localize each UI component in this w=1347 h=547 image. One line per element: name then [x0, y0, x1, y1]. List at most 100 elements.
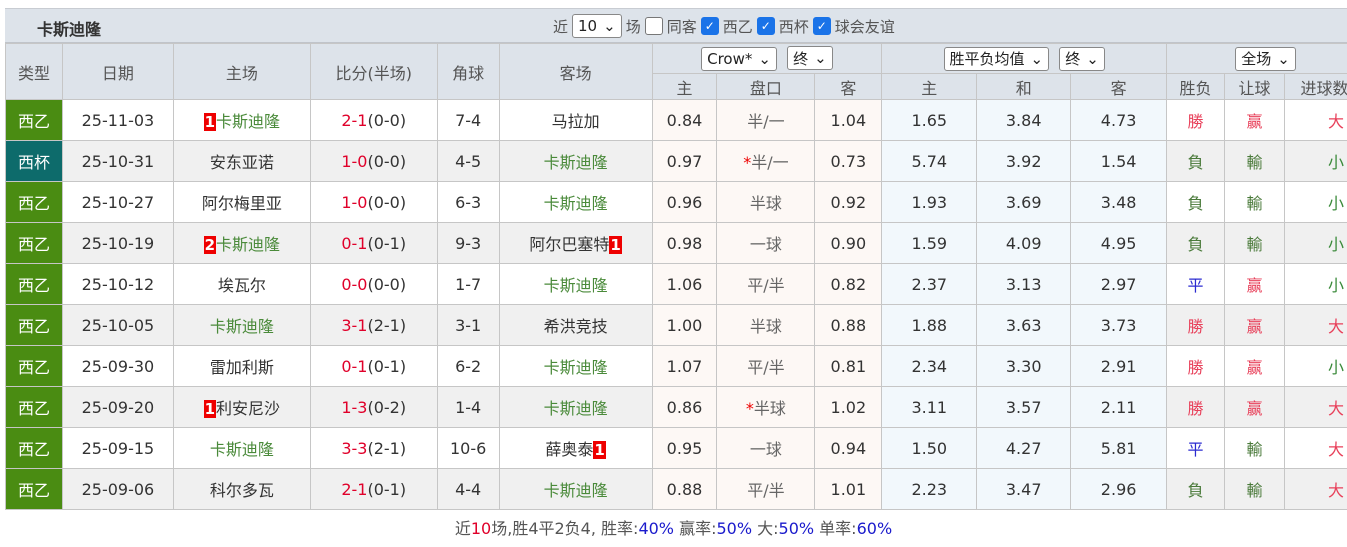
eu-home-odds: 1.65 [881, 99, 978, 141]
home-team-name[interactable]: 卡斯迪隆 [216, 235, 281, 254]
goals-result: 大 [1283, 386, 1347, 428]
filter-checkbox-friendly[interactable]: ✓ [812, 17, 831, 35]
match-type[interactable]: 西乙 [5, 304, 63, 346]
ah-away-odds: 0.81 [814, 345, 883, 387]
score[interactable]: 2-1(0-0) [309, 99, 438, 141]
away-team[interactable]: 卡斯迪隆 [498, 345, 653, 387]
handicap-result: 赢 [1224, 345, 1285, 387]
ah-away-odds: 1.01 [814, 468, 883, 510]
match-type[interactable]: 西乙 [5, 181, 63, 223]
away-team[interactable]: 希洪竞技 [498, 304, 653, 346]
table-row[interactable]: 西乙 25-10-12 埃瓦尔 0-0(0-0) 1-7 卡斯迪隆 1.06 平/半 0.82 2… [5, 263, 1347, 305]
home-team-name[interactable]: 利安尼沙 [216, 399, 281, 418]
match-type[interactable]: 西乙 [5, 263, 63, 305]
home-team[interactable]: 雷加利斯 [172, 345, 311, 387]
away-team-name[interactable]: 卡斯迪隆 [543, 194, 608, 213]
away-team-name[interactable]: 希洪竞技 [543, 317, 608, 336]
eu-home-odds: 1.59 [881, 222, 978, 264]
match-type[interactable]: 西乙 [5, 386, 63, 428]
away-team-name[interactable]: 卡斯迪隆 [543, 399, 608, 418]
score[interactable]: 3-3(2-1) [309, 427, 438, 469]
home-team-name[interactable]: 卡斯迪隆 [216, 112, 281, 131]
home-team[interactable]: 2卡斯迪隆 [172, 222, 311, 264]
score[interactable]: 3-1(2-1) [309, 304, 438, 346]
filter-checkbox-xibei[interactable]: ✓ [756, 17, 775, 35]
match-type[interactable]: 西乙 [5, 222, 63, 264]
eu-home-odds: 2.23 [881, 468, 978, 510]
score[interactable]: 1-0(0-0) [309, 181, 438, 223]
match-type[interactable]: 西乙 [5, 427, 63, 469]
score[interactable]: 0-1(0-1) [309, 345, 438, 387]
ah-home-odds: 0.95 [651, 427, 718, 469]
ah-away-odds: 1.02 [814, 386, 883, 428]
result-header: 全场 ⌄ [1166, 43, 1347, 74]
home-team[interactable]: 卡斯迪隆 [172, 304, 311, 346]
home-team-name[interactable]: 阿尔梅里亚 [201, 194, 282, 213]
table-row[interactable]: 西乙 25-09-15 卡斯迪隆 3-3(2-1) 10-6 薛奥泰1 0.95 一球 0.94… [5, 427, 1347, 469]
recent-count-select[interactable]: 10 ⌄ [572, 14, 622, 38]
match-type[interactable]: 西乙 [5, 468, 63, 510]
home-team[interactable]: 安东亚诺 [172, 140, 311, 182]
eu-time-select[interactable]: 终 ⌄ [1059, 46, 1105, 71]
table-row[interactable]: 西乙 25-09-30 雷加利斯 0-1(0-1) 6-2 卡斯迪隆 1.07 平/半 0.81… [5, 345, 1347, 387]
chevron-down-icon: ⌄ [603, 17, 616, 35]
home-team-name[interactable]: 埃瓦尔 [217, 276, 266, 295]
match-type[interactable]: 西杯 [5, 140, 63, 182]
handicap-result: 赢 [1224, 263, 1285, 305]
away-team-name[interactable]: 卡斯迪隆 [543, 276, 608, 295]
star-icon: * [745, 399, 754, 418]
away-team[interactable]: 卡斯迪隆 [498, 140, 653, 182]
home-team[interactable]: 1利安尼沙 [172, 386, 311, 428]
odds-time-select[interactable]: 终 ⌄ [787, 46, 833, 71]
score[interactable]: 0-1(0-1) [309, 222, 438, 264]
eu-home-odds: 1.50 [881, 427, 978, 469]
match-type[interactable]: 西乙 [5, 99, 63, 141]
away-team[interactable]: 卡斯迪隆 [498, 263, 653, 305]
table-row[interactable]: 西乙 25-11-03 1卡斯迪隆 2-1(0-0) 7-4 马拉加 0.84 半/一 1.04… [5, 99, 1347, 141]
home-team-name[interactable]: 雷加利斯 [209, 358, 274, 377]
full-time-score: 2-1 [341, 479, 368, 499]
table-row[interactable]: 西乙 25-09-06 科尔多瓦 2-1(0-1) 4-4 卡斯迪隆 0.88 平/半 1.01… [5, 468, 1347, 510]
away-team[interactable]: 马拉加 [498, 99, 653, 141]
away-team[interactable]: 阿尔巴塞特1 [498, 222, 653, 264]
home-team-name[interactable]: 卡斯迪隆 [209, 317, 274, 336]
score[interactable]: 1-3(0-2) [309, 386, 438, 428]
away-team-name[interactable]: 卡斯迪隆 [543, 481, 608, 500]
summary-text: 赢率: [674, 519, 717, 538]
match-type[interactable]: 西乙 [5, 345, 63, 387]
score[interactable]: 1-0(0-0) [309, 140, 438, 182]
away-team-name[interactable]: 卡斯迪隆 [543, 153, 608, 172]
away-team-name[interactable]: 阿尔巴塞特 [529, 235, 610, 254]
away-team[interactable]: 卡斯迪隆 [498, 468, 653, 510]
away-team-name[interactable]: 马拉加 [551, 112, 600, 131]
table-row[interactable]: 西乙 25-10-19 2卡斯迪隆 0-1(0-1) 9-3 阿尔巴塞特1 0.98 一球 0.… [5, 222, 1347, 264]
home-team-name[interactable]: 安东亚诺 [209, 153, 274, 172]
eu-draw-odds: 3.84 [976, 99, 1072, 141]
away-team[interactable]: 卡斯迪隆 [498, 386, 653, 428]
scope-select[interactable]: 全场 ⌄ [1235, 46, 1296, 71]
table-row[interactable]: 西乙 25-09-20 1利安尼沙 1-3(0-2) 1-4 卡斯迪隆 0.86 *半球 1.0… [5, 386, 1347, 428]
home-team[interactable]: 1卡斯迪隆 [172, 99, 311, 141]
scope-value: 全场 [1241, 50, 1272, 68]
filter-checkbox-xiyi[interactable]: ✓ [700, 17, 719, 35]
away-team-name[interactable]: 薛奥泰 [545, 440, 594, 459]
home-team-name[interactable]: 卡斯迪隆 [209, 440, 274, 459]
home-team[interactable]: 埃瓦尔 [172, 263, 311, 305]
away-team-name[interactable]: 卡斯迪隆 [543, 358, 608, 377]
ah-line: *半/一 [716, 140, 816, 182]
home-team[interactable]: 阿尔梅里亚 [172, 181, 311, 223]
home-team[interactable]: 卡斯迪隆 [172, 427, 311, 469]
score[interactable]: 2-1(0-1) [309, 468, 438, 510]
home-team[interactable]: 科尔多瓦 [172, 468, 311, 510]
home-team-name[interactable]: 科尔多瓦 [209, 481, 274, 500]
table-row[interactable]: 西乙 25-10-27 阿尔梅里亚 1-0(0-0) 6-3 卡斯迪隆 0.96 半球 0.92… [5, 181, 1347, 223]
table-row[interactable]: 西乙 25-10-05 卡斯迪隆 3-1(2-1) 3-1 希洪竞技 1.00 半球 0.88 1… [5, 304, 1347, 346]
table-row[interactable]: 西杯 25-10-31 安东亚诺 1-0(0-0) 4-5 卡斯迪隆 0.97 *半/一 0.7… [5, 140, 1347, 182]
same-away-checkbox[interactable] [644, 17, 663, 35]
away-team[interactable]: 薛奥泰1 [498, 427, 653, 469]
score[interactable]: 0-0(0-0) [309, 263, 438, 305]
eu-type-select[interactable]: 胜平负均值 ⌄ [943, 46, 1050, 71]
odds-company-select[interactable]: Crow* ⌄ [701, 46, 777, 71]
ah-home-odds: 0.88 [651, 468, 718, 510]
away-team[interactable]: 卡斯迪隆 [498, 181, 653, 223]
